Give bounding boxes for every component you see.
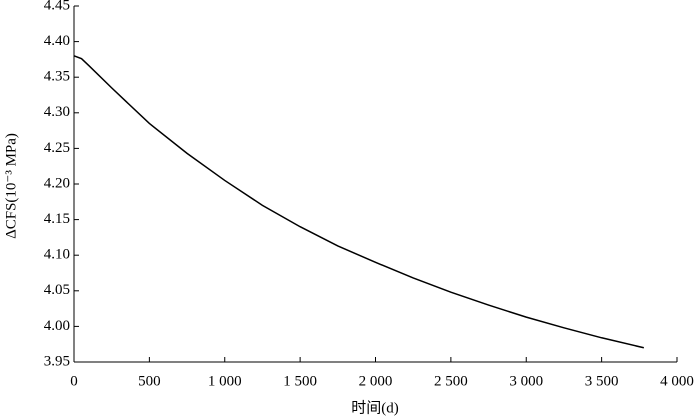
x-tick-label: 2 500 [434, 373, 468, 389]
y-tick-label: 3.95 [44, 353, 70, 369]
x-tick-label: 1 500 [283, 373, 317, 389]
x-tick-label: 1 000 [208, 373, 242, 389]
line-series [73, 55, 645, 349]
y-tick-label: 4.05 [44, 282, 70, 298]
x-tick-label: 4 000 [660, 373, 694, 389]
y-tick-label: 4.00 [44, 318, 70, 334]
y-tick-label: 4.25 [44, 140, 70, 156]
y-tick-label: 4.35 [44, 69, 70, 85]
y-tick-label: 4.40 [44, 33, 70, 49]
y-tick-label: 4.20 [44, 175, 70, 191]
x-tick-label: 0 [70, 373, 78, 389]
x-axis-label: 时间(d) [351, 399, 399, 416]
x-tick-label: 2 000 [359, 373, 393, 389]
y-tick-label: 4.45 [44, 0, 70, 13]
y-tick-label: 4.15 [44, 211, 70, 227]
x-tick-label: 3 000 [509, 373, 543, 389]
y-tick-label: 4.10 [44, 247, 70, 263]
y-tick-label: 4.30 [44, 104, 70, 120]
y-axis-label: ΔCFS(10⁻³ MPa) [3, 133, 19, 239]
x-tick-label: 500 [138, 373, 161, 389]
x-tick-label: 3 500 [585, 373, 619, 389]
